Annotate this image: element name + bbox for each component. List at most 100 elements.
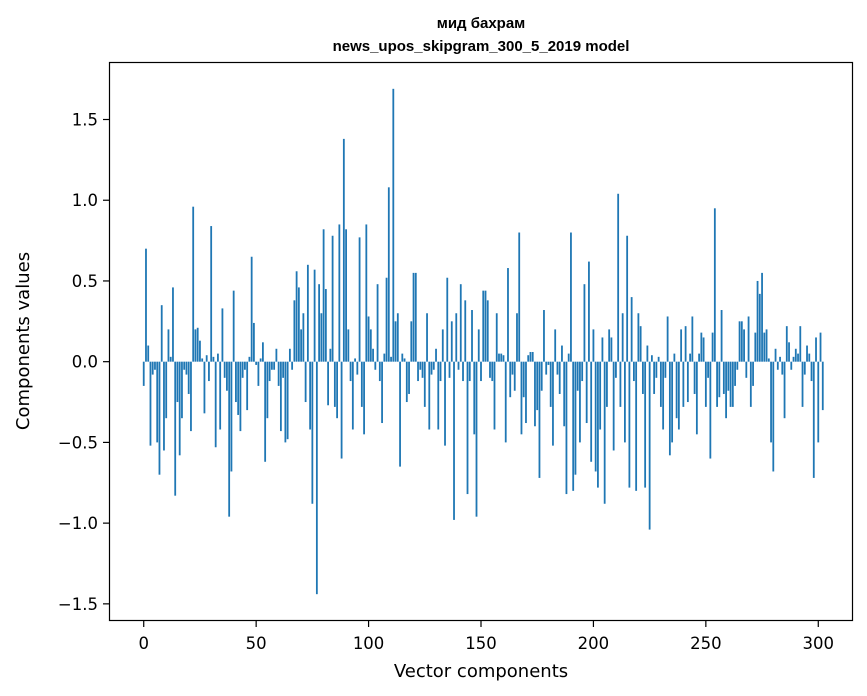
bar-20 xyxy=(187,361,190,394)
bar-122 xyxy=(417,361,419,382)
bar-214 xyxy=(624,361,626,443)
bar-124 xyxy=(421,361,424,378)
bar-176 xyxy=(538,361,541,478)
x-tick-label: 200 xyxy=(578,634,610,653)
bar-222 xyxy=(641,361,644,394)
bar-300 xyxy=(817,361,820,443)
bar-288 xyxy=(790,361,793,370)
bar-198 xyxy=(588,261,590,362)
bar-271 xyxy=(752,361,754,386)
bar-28 xyxy=(205,355,208,362)
bar-233 xyxy=(666,316,669,362)
bar-108 xyxy=(385,277,388,362)
bar-63 xyxy=(284,361,287,443)
bar-82 xyxy=(327,361,329,406)
x-tick-label: 250 xyxy=(690,634,722,653)
bar-121 xyxy=(414,272,417,362)
bar-188 xyxy=(565,361,568,495)
bar-165 xyxy=(513,361,516,391)
bar-262 xyxy=(731,361,734,407)
bar-59 xyxy=(275,348,278,362)
bar-234 xyxy=(668,361,671,456)
bar-167 xyxy=(518,232,521,362)
bar-107 xyxy=(383,353,386,362)
bar-196 xyxy=(583,284,586,362)
y-tick-label: 1.0 xyxy=(72,191,98,210)
bar-205 xyxy=(603,361,606,504)
bar-79 xyxy=(320,313,323,362)
bar-187 xyxy=(563,361,566,427)
bar-53 xyxy=(262,342,264,362)
bar-225 xyxy=(648,361,651,530)
bar-223 xyxy=(644,361,647,488)
bar-103 xyxy=(374,361,377,370)
y-axis-label: Components values xyxy=(13,252,34,430)
bar-125 xyxy=(423,361,426,407)
bar-130 xyxy=(435,348,437,362)
bar-270 xyxy=(749,361,752,407)
bar-142 xyxy=(462,361,464,382)
bar-34 xyxy=(219,361,222,430)
bar-279 xyxy=(770,361,772,443)
bar-16 xyxy=(178,361,181,456)
bar-76 xyxy=(313,269,316,362)
bar-278 xyxy=(767,358,770,362)
bar-87 xyxy=(338,224,341,362)
bar-242 xyxy=(686,361,689,403)
x-tick-label: 0 xyxy=(138,634,149,653)
bar-216 xyxy=(628,361,631,488)
bar-302 xyxy=(821,361,824,411)
bar-48 xyxy=(250,256,253,362)
bar-299 xyxy=(815,337,817,362)
bar-255 xyxy=(716,361,718,407)
bar-193 xyxy=(576,361,579,391)
bar-208 xyxy=(610,337,613,362)
bar-69 xyxy=(297,287,300,362)
bar-169 xyxy=(522,361,525,398)
bar-26 xyxy=(201,358,204,362)
bar-127 xyxy=(428,361,431,430)
bar-52 xyxy=(259,358,262,362)
bar-134 xyxy=(444,361,446,446)
bar-133 xyxy=(441,329,444,362)
bar-228 xyxy=(655,361,658,378)
bar-23 xyxy=(194,329,197,362)
bar-70 xyxy=(300,329,303,362)
bar-281 xyxy=(774,348,777,362)
bar-269 xyxy=(747,316,750,362)
bar-237 xyxy=(675,361,678,419)
bar-276 xyxy=(763,332,766,362)
bar-172 xyxy=(529,351,532,362)
bar-232 xyxy=(664,361,667,378)
bar-273 xyxy=(756,280,759,362)
bar-31 xyxy=(212,356,215,362)
bar-105 xyxy=(378,361,381,382)
bar-250 xyxy=(704,361,707,407)
bar-44 xyxy=(241,361,244,378)
bar-94 xyxy=(354,358,356,362)
bar-40 xyxy=(232,290,235,362)
bar-259 xyxy=(725,361,727,419)
bar-158 xyxy=(498,353,500,362)
bar-93 xyxy=(351,361,354,430)
bar-240 xyxy=(682,361,685,407)
bar-149 xyxy=(477,329,480,362)
bar-166 xyxy=(516,313,518,362)
bar-39 xyxy=(230,361,233,472)
bar-163 xyxy=(509,361,512,398)
bar-264 xyxy=(736,361,739,370)
bar-97 xyxy=(360,361,363,407)
bar-253 xyxy=(711,332,714,362)
bar-236 xyxy=(673,353,676,362)
bar-80 xyxy=(322,229,325,362)
bar-197 xyxy=(585,361,588,424)
bar-19 xyxy=(185,361,188,375)
bar-195 xyxy=(581,361,584,382)
bar-24 xyxy=(196,327,199,362)
bar-263 xyxy=(734,361,736,386)
bar-292 xyxy=(799,326,802,362)
bar-144 xyxy=(466,361,469,495)
bar-84 xyxy=(331,235,334,362)
bar-229 xyxy=(657,356,660,362)
bar-301 xyxy=(819,332,822,362)
